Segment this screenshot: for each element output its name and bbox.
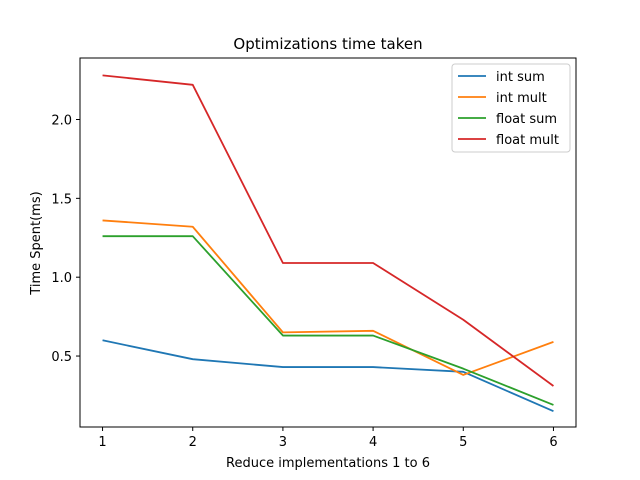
legend-label-1: int sum xyxy=(496,70,545,85)
x-tick-label: 2 xyxy=(189,435,197,450)
legend-box xyxy=(451,63,571,153)
legend-label-4: float mult xyxy=(496,133,559,148)
x-tick-label: 6 xyxy=(549,435,557,450)
series-line-2 xyxy=(102,219,554,376)
legend-label-3: float sum xyxy=(496,112,557,127)
x-tick-label: 5 xyxy=(459,435,467,450)
x-tick-label: 1 xyxy=(98,435,106,450)
series-line-1 xyxy=(102,339,554,413)
legend-label-2: int mult xyxy=(496,91,547,106)
y-tick-label: 2.0 xyxy=(51,114,72,129)
y-tick-label: 1.0 xyxy=(51,271,72,286)
chart-title: Optimizations time taken xyxy=(233,35,422,53)
y-tick-label: 1.5 xyxy=(51,192,72,207)
x-axis-label: Reduce implementations 1 to 6 xyxy=(226,456,430,471)
x-tick-label: 4 xyxy=(369,435,377,450)
plot-frame xyxy=(79,57,577,428)
series-line-4 xyxy=(102,74,554,387)
series-line-3 xyxy=(102,235,554,406)
y-tick-label: 0.5 xyxy=(51,350,72,365)
y-axis-label: Time Spent(ms) xyxy=(29,191,44,295)
legend: int sum int mult float sum float mult xyxy=(451,63,571,153)
x-tick-label: 3 xyxy=(279,435,287,450)
plot-area: 1 2 3 4 5 6 0.5 1.0 1.5 2.0 xyxy=(51,57,577,450)
